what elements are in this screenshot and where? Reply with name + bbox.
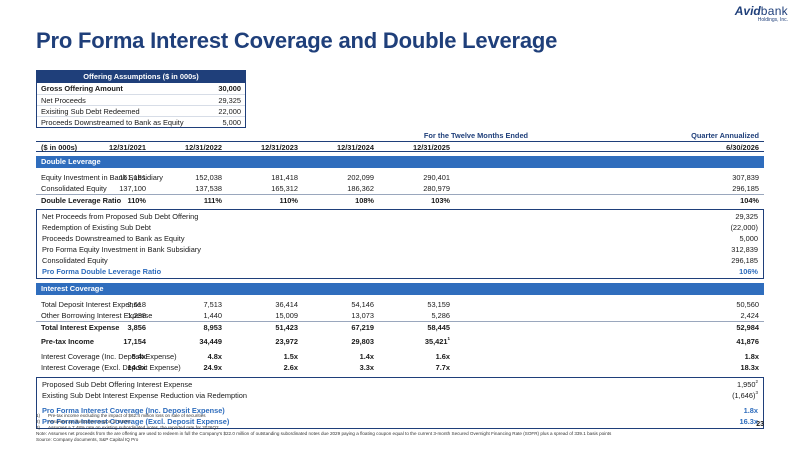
footnote: 2) Assumes an illustrative coupon of 6.50… [36, 419, 131, 424]
offering-row: Gross Offering Amount 30,000 [41, 84, 241, 93]
section-header-interest-coverage: Interest Coverage [36, 283, 764, 295]
offering-assumptions-table: Offering Assumptions ($ in 000s) Gross O… [36, 70, 246, 128]
offering-row: Proceeds Downstreamed to Bank as Equity 5… [37, 116, 245, 127]
table-row-pro-forma-coverage-exc: Pro Forma Interest Coverage (Excl. Depos… [42, 417, 758, 426]
pro-forma-double-leverage-box: Net Proceeds from Proposed Sub Debt Offe… [36, 209, 764, 279]
column-header: 12/31/2025 [413, 143, 450, 152]
footnote: 3) Assumes a 7.48% rate on existing subor… [36, 425, 219, 430]
table-row: Existing Sub Debt Interest Expense Reduc… [42, 390, 758, 400]
column-header: 12/31/2024 [337, 143, 374, 152]
table-row-double-leverage-ratio: Double Leverage Ratio 110% 111% 110% 108… [36, 194, 764, 205]
column-header: 12/31/2023 [261, 143, 298, 152]
company-logo: Avidbank Holdings, Inc. [734, 4, 788, 23]
footnote-source: Source: Company documents, S&P Capital I… [36, 437, 139, 442]
table-row: Net Proceeds from Proposed Sub Debt Offe… [42, 212, 758, 221]
footnote: 1) Pre-tax income excluding the impact of… [36, 413, 206, 418]
table-row: Total Deposit Interest Expense 2,618 7,5… [41, 300, 759, 309]
table-row: Interest Coverage (Inc. Deposit Expense)… [41, 352, 759, 361]
units-label: ($ in 000s) [41, 143, 78, 152]
pro-forma-interest-coverage-box: Proposed Sub Debt Offering Interest Expe… [36, 377, 764, 429]
footnote-marker: 3 [755, 390, 758, 395]
column-header: 6/30/2026 [726, 143, 759, 152]
page-title: Pro Forma Interest Coverage and Double L… [36, 28, 558, 53]
table-row: Proceeds Downstreamed to Bank as Equity … [42, 234, 758, 243]
table-row-total-interest: Total Interest Expense 3,856 8,953 51,42… [36, 321, 764, 332]
offering-assumptions-header: Offering Assumptions ($ in 000s) [37, 71, 245, 83]
table-row: Equity Investment in Bank Subsidiary 151… [41, 173, 759, 182]
table-row: Other Borrowing Interest Expense 1,238 1… [41, 311, 759, 320]
page-number: 23 [756, 421, 764, 428]
table-row: Consolidated Equity 296,185 [42, 256, 758, 265]
table-row-pro-forma-double-leverage: Pro Forma Double Leverage Ratio 106% [42, 267, 758, 276]
table-row-pro-forma-coverage-inc: Pro Forma Interest Coverage (Inc. Deposi… [42, 406, 758, 415]
table-row: Consolidated Equity 137,100 137,538 165,… [41, 184, 759, 193]
footnotes: 1) Pre-tax income excluding the impact of… [36, 413, 736, 443]
financial-table: For the Twelve Months Ended Quarter Annu… [36, 130, 764, 429]
table-row: Interest Coverage (Excl. Deposit Expense… [41, 363, 759, 372]
footnote-note: Note: Assumes net proceeds from the are … [36, 431, 612, 436]
table-row: Proposed Sub Debt Offering Interest Expe… [42, 379, 758, 389]
period-header: For the Twelve Months Ended Quarter Annu… [423, 131, 759, 140]
offering-row: Net Proceeds 29,325 [37, 94, 245, 105]
footnote-marker: 1 [447, 336, 450, 341]
footnote-marker: 2 [755, 379, 758, 384]
column-header: 12/31/2021 [109, 143, 146, 152]
table-row: Redemption of Existing Sub Debt (22,000) [42, 223, 758, 232]
column-header-row: ($ in 000s) 12/31/2021 12/31/2022 12/31/… [36, 141, 764, 152]
section-header-double-leverage: Double Leverage [36, 156, 764, 168]
column-header: 12/31/2022 [185, 143, 222, 152]
table-row-pretax-income: Pre-tax Income 17,154 34,449 23,972 29,8… [41, 336, 759, 346]
table-row: Pro Forma Equity Investment in Bank Subs… [42, 245, 758, 254]
offering-row: Exisiting Sub Debt Redeemed 22,000 [37, 105, 245, 116]
